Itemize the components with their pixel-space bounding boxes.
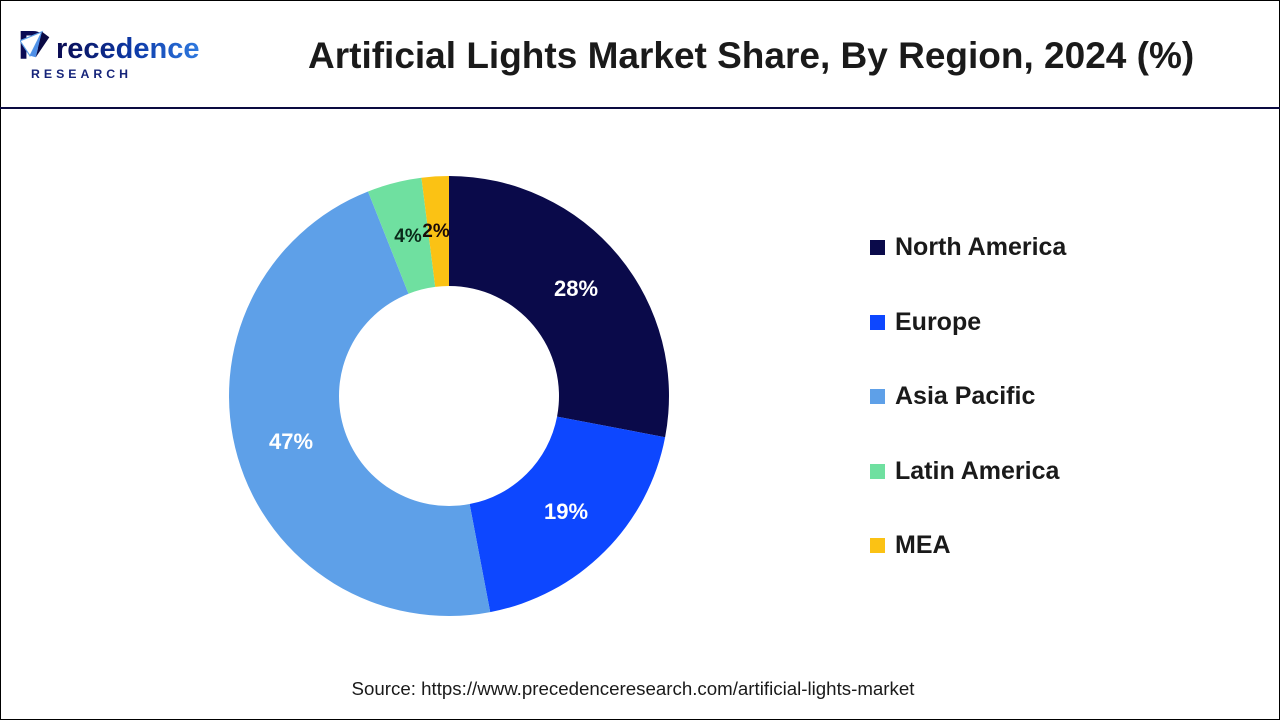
svg-text:47%: 47% [269,429,313,454]
svg-text:2%: 2% [422,221,450,242]
svg-text:4%: 4% [394,226,422,247]
svg-text:19%: 19% [544,499,588,524]
svg-text:28%: 28% [554,276,598,301]
